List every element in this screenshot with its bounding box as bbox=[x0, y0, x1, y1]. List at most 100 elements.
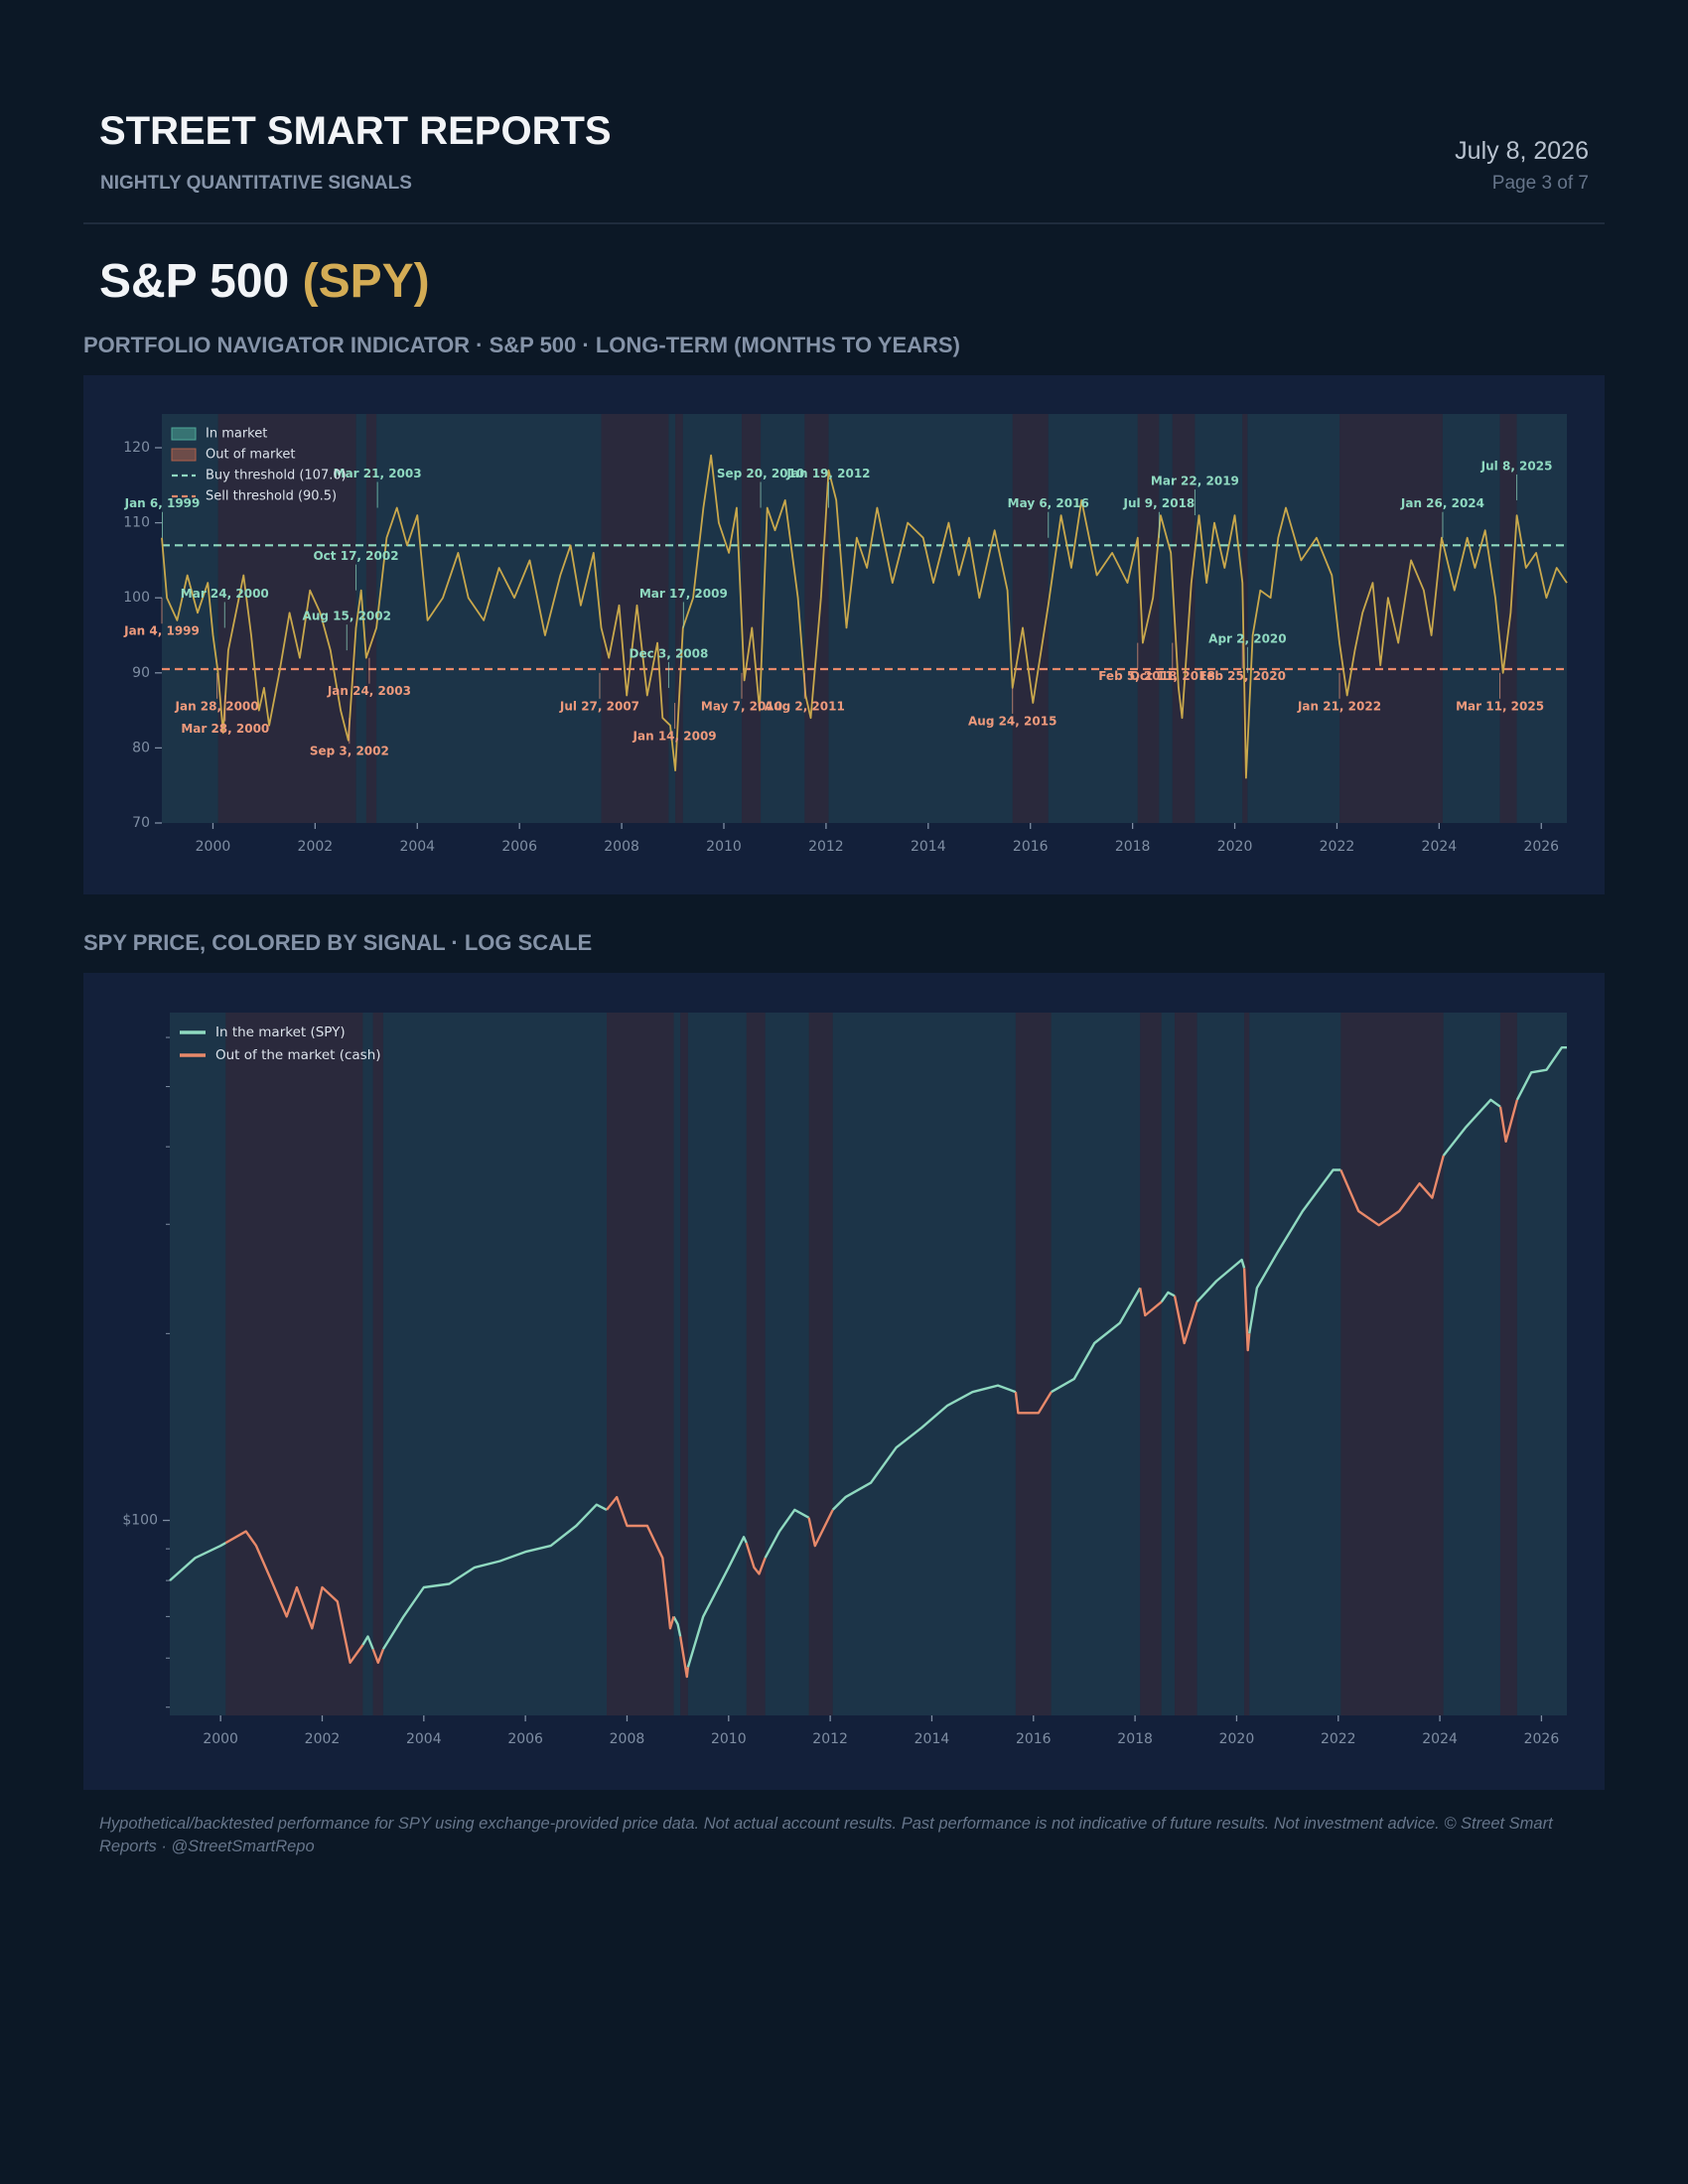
header-rule bbox=[83, 222, 1605, 224]
x-tick-label: 2008 bbox=[610, 1731, 645, 1747]
x-tick-label: 2020 bbox=[1217, 839, 1253, 855]
regime-band bbox=[828, 414, 1013, 823]
x-tick-label: 2014 bbox=[914, 1731, 950, 1747]
legend-swatch bbox=[171, 448, 197, 462]
regime-band bbox=[376, 414, 602, 823]
regime-band bbox=[673, 1013, 681, 1715]
x-tick-label: 2006 bbox=[501, 839, 537, 855]
annotation-label: Mar 22, 2019 bbox=[1151, 475, 1239, 488]
x-tick-label: 2026 bbox=[1524, 1731, 1560, 1747]
annotation-label: Jan 14, 2009 bbox=[633, 730, 717, 744]
x-tick-label: 2000 bbox=[196, 839, 231, 855]
chart-title: PORTFOLIO NAVIGATOR INDICATOR · S&P 500 … bbox=[83, 333, 960, 357]
chart-title: SPY PRICE, COLORED BY SIGNAL · LOG SCALE bbox=[83, 930, 593, 955]
y-tick-label: 110 bbox=[123, 515, 150, 531]
x-tick-label: 2010 bbox=[711, 1731, 747, 1747]
legend-label: In the market (SPY) bbox=[215, 1024, 346, 1040]
regime-band bbox=[687, 1013, 747, 1715]
x-tick-label: 2018 bbox=[1115, 839, 1151, 855]
regime-band bbox=[1516, 1013, 1567, 1715]
chart-panel: 70 80 90 100 110 120 2000 2002 2004 2006 2008 2010 2… bbox=[83, 375, 1605, 894]
annotation-label: Sep 20, 2010 bbox=[717, 467, 804, 480]
regime-band bbox=[1247, 414, 1340, 823]
regime-band bbox=[1244, 1013, 1250, 1715]
annotation-label: Jul 27, 2007 bbox=[559, 699, 639, 713]
x-tick-label: 2020 bbox=[1219, 1731, 1255, 1747]
price-chart: $100 2000 2002 2004 2006 2008 2010 2012 2014 2016… bbox=[122, 1013, 1567, 1747]
annotation-label: Sep 3, 2002 bbox=[310, 745, 389, 758]
legend-label: Out of the market (cash) bbox=[215, 1047, 381, 1063]
annotation-label: Mar 17, 2009 bbox=[639, 587, 728, 601]
regime-band bbox=[1175, 1013, 1197, 1715]
regime-band bbox=[1242, 414, 1248, 823]
regime-band bbox=[1048, 414, 1138, 823]
regime-band bbox=[1340, 1013, 1444, 1715]
indicator-chart: 70 80 90 100 110 120 2000 2002 2004 2006 2008 2010 2… bbox=[123, 414, 1568, 855]
regime-band bbox=[355, 414, 366, 823]
chart-panel: $100 2000 2002 2004 2006 2008 2010 2012 2014 2016… bbox=[83, 973, 1605, 1790]
annotation-label: Oct 11, 2018 bbox=[1130, 669, 1215, 683]
regime-band bbox=[1140, 1013, 1162, 1715]
annotation-label: Jan 26, 2024 bbox=[1400, 496, 1484, 510]
regime-band bbox=[804, 414, 829, 823]
brand-title: STREET SMART REPORTS bbox=[99, 109, 612, 153]
x-tick-label: 2016 bbox=[1016, 1731, 1052, 1747]
regime-band bbox=[225, 1013, 363, 1715]
y-tick-label: 100 bbox=[123, 590, 150, 606]
annotation-label: Dec 3, 2008 bbox=[629, 646, 708, 660]
legend-label: Buy threshold (107.0) bbox=[206, 469, 347, 483]
y-tick-label: 70 bbox=[132, 815, 150, 831]
regime-band bbox=[1499, 414, 1517, 823]
regime-band bbox=[1499, 1013, 1517, 1715]
annotation-label: Jan 28, 2000 bbox=[175, 699, 259, 713]
x-tick-label: 2022 bbox=[1321, 1731, 1356, 1747]
x-tick-label: 2026 bbox=[1523, 839, 1559, 855]
regime-band bbox=[162, 414, 218, 823]
brand-subtitle: NIGHTLY QUANTITATIVE SIGNALS bbox=[100, 173, 412, 194]
x-tick-label: 2010 bbox=[706, 839, 742, 855]
annotation-label: Mar 24, 2000 bbox=[181, 587, 269, 601]
x-tick-label: 2000 bbox=[203, 1731, 238, 1747]
x-tick-label: 2006 bbox=[507, 1731, 543, 1747]
annotation-label: Jan 19, 2012 bbox=[785, 467, 870, 480]
annotation-label: Jan 21, 2022 bbox=[1297, 699, 1381, 713]
x-tick-label: 2002 bbox=[298, 839, 334, 855]
regime-band bbox=[680, 1013, 688, 1715]
x-tick-label: 2002 bbox=[305, 1731, 341, 1747]
regime-band bbox=[1015, 1013, 1052, 1715]
annotation-label: Jan 6, 1999 bbox=[124, 496, 201, 510]
annotation-label: Aug 15, 2002 bbox=[303, 610, 391, 623]
annotation-label: Jul 8, 2025 bbox=[1480, 459, 1553, 473]
annotation-label: Feb 25, 2020 bbox=[1199, 669, 1286, 683]
x-tick-label: 2022 bbox=[1320, 839, 1355, 855]
regime-band bbox=[1196, 1013, 1245, 1715]
regime-band bbox=[746, 1013, 766, 1715]
regime-band bbox=[765, 1013, 809, 1715]
annotation-label: Mar 11, 2025 bbox=[1456, 699, 1544, 713]
x-tick-label: 2012 bbox=[812, 1731, 848, 1747]
regime-band bbox=[668, 414, 676, 823]
annotation-label: Jan 24, 2003 bbox=[327, 684, 411, 698]
annotation-label: Aug 24, 2015 bbox=[968, 714, 1056, 728]
y-tick-label: $100 bbox=[122, 1513, 158, 1529]
regime-band bbox=[372, 1013, 383, 1715]
regime-band bbox=[365, 414, 377, 823]
x-tick-label: 2012 bbox=[808, 839, 844, 855]
disclaimer: Hypothetical/backtested performance for … bbox=[99, 1815, 1553, 1855]
regime-band bbox=[832, 1013, 1016, 1715]
legend-label: In market bbox=[206, 427, 267, 442]
x-tick-label: 2004 bbox=[406, 1731, 442, 1747]
x-tick-label: 2018 bbox=[1117, 1731, 1153, 1747]
regime-band bbox=[1339, 414, 1443, 823]
legend-swatch bbox=[171, 427, 197, 441]
ticker-heading: S&P 500 (SPY) bbox=[99, 254, 430, 309]
indicator-line bbox=[161, 454, 1568, 779]
annotation-label: May 6, 2016 bbox=[1008, 496, 1089, 510]
x-tick-label: 2024 bbox=[1422, 1731, 1458, 1747]
regime-band bbox=[1012, 414, 1049, 823]
annotation-label: Aug 2, 2011 bbox=[765, 699, 845, 713]
ticker-name: S&P 500 bbox=[99, 255, 290, 308]
